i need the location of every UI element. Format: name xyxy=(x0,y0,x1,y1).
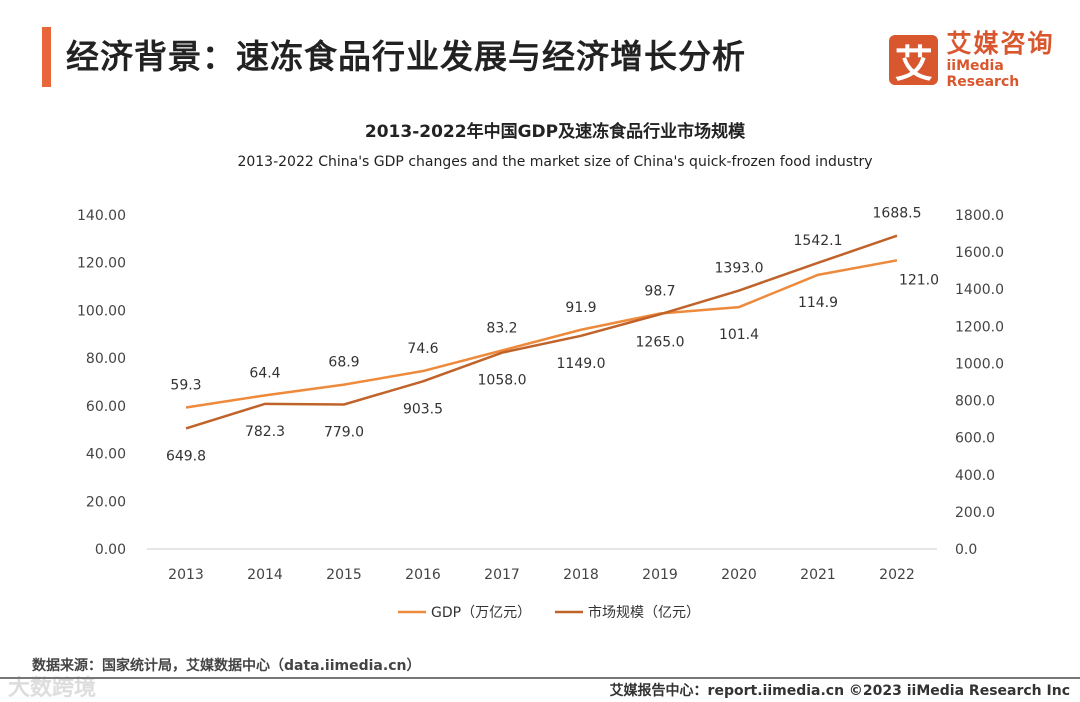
y-left-tick: 140.00 xyxy=(77,208,126,224)
data-label: 98.7 xyxy=(644,284,675,300)
x-tick: 2022 xyxy=(879,567,915,583)
y-left-tick: 0.00 xyxy=(95,542,126,558)
y-left-tick: 120.00 xyxy=(77,256,126,272)
chart-title: 2013-2022年中国GDP及速冻食品行业市场规模 xyxy=(365,121,746,142)
data-label: 64.4 xyxy=(249,365,280,381)
x-tick: 2014 xyxy=(247,567,283,583)
y-right-tick: 1800.0 xyxy=(955,208,1004,224)
data-label: 91.9 xyxy=(565,300,596,316)
data-label: 1542.1 xyxy=(794,233,843,249)
data-label: 68.9 xyxy=(328,355,359,371)
data-source: 数据来源：国家统计局，艾媒数据中心（data.iimedia.cn） xyxy=(32,658,421,674)
y-right-tick: 1400.0 xyxy=(955,282,1004,298)
y-left-tick: 80.00 xyxy=(86,351,126,367)
y-right-tick: 0.0 xyxy=(955,542,977,558)
x-tick: 2020 xyxy=(721,567,757,583)
y-left-tick: 100.00 xyxy=(77,303,126,319)
data-label: 782.3 xyxy=(245,424,285,440)
data-label: 114.9 xyxy=(798,295,838,311)
y-left-tick: 60.00 xyxy=(86,399,126,415)
chart-subtitle: 2013-2022 China's GDP changes and the ma… xyxy=(237,154,872,170)
y-right-tick: 1000.0 xyxy=(955,356,1004,372)
x-tick: 2017 xyxy=(484,567,520,583)
data-label: 649.8 xyxy=(166,448,206,464)
brand-logo: 艾 艾媒咨询 iiMedia Research xyxy=(889,30,1080,90)
data-label: 1058.0 xyxy=(478,373,527,389)
logo-en: iiMedia Research xyxy=(946,58,1020,90)
y-right-tick: 600.0 xyxy=(955,431,995,447)
series-line-0 xyxy=(185,259,898,409)
data-label: 1265.0 xyxy=(636,334,685,350)
legend-label: GDP（万亿元） xyxy=(431,605,531,621)
x-tick: 2019 xyxy=(642,567,678,583)
data-label: 101.4 xyxy=(719,327,759,343)
data-label: 903.5 xyxy=(403,401,443,417)
x-tick: 2021 xyxy=(800,567,836,583)
y-right-tick: 800.0 xyxy=(955,394,995,410)
footer-divider xyxy=(0,677,1080,679)
x-tick: 2013 xyxy=(168,567,204,583)
page-title: 经济背景：速冻食品行业发展与经济增长分析 xyxy=(66,37,746,76)
x-tick: 2015 xyxy=(326,567,362,583)
y-left-tick: 20.00 xyxy=(86,494,126,510)
y-left-tick: 40.00 xyxy=(86,447,126,463)
watermark: 大数跨境 xyxy=(8,676,97,701)
data-label: 59.3 xyxy=(170,378,201,394)
data-label: 1393.0 xyxy=(715,261,764,277)
y-right-tick: 400.0 xyxy=(955,468,995,484)
x-tick: 2016 xyxy=(405,567,441,583)
logo-cn: 艾媒咨询 xyxy=(946,29,1055,58)
y-right-tick: 1600.0 xyxy=(955,245,1004,261)
series-line-1 xyxy=(185,234,898,430)
data-label: 1688.5 xyxy=(873,206,922,222)
logo-mark: 艾 xyxy=(889,35,939,86)
x-tick: 2018 xyxy=(563,567,599,583)
y-right-tick: 200.0 xyxy=(955,505,995,521)
y-right-tick: 1200.0 xyxy=(955,319,1004,335)
data-label: 779.0 xyxy=(324,424,364,440)
data-label: 121.0 xyxy=(899,272,939,288)
legend-label: 市场规模（亿元） xyxy=(588,604,700,621)
footer-credit: 艾媒报告中心：report.iimedia.cn ©2023 iiMedia R… xyxy=(609,683,1070,699)
data-label: 1149.0 xyxy=(557,356,606,372)
data-label: 83.2 xyxy=(486,321,517,337)
title-accent-bar xyxy=(42,27,51,87)
data-label: 74.6 xyxy=(407,341,438,357)
